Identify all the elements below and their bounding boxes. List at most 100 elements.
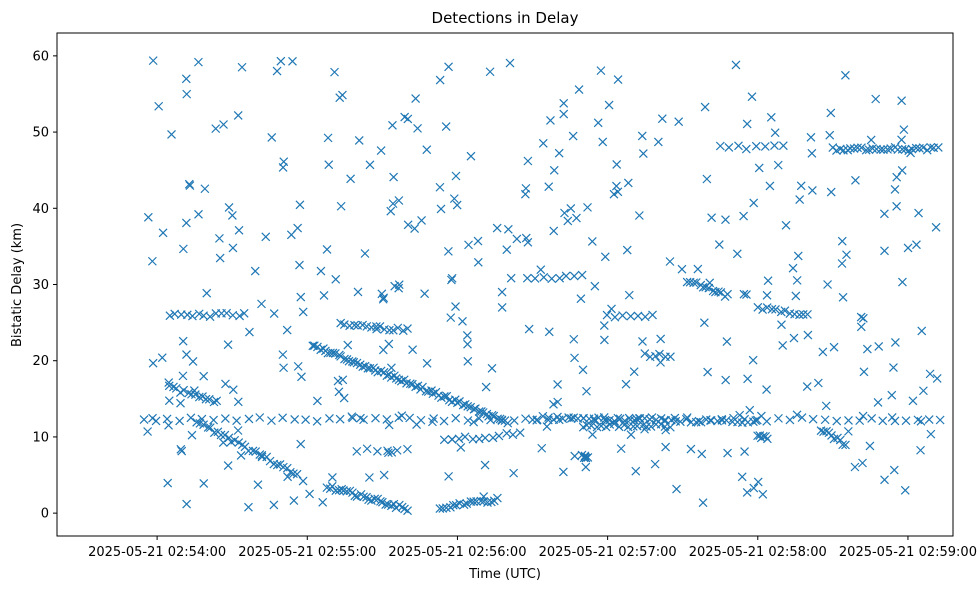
- detection-marker: [298, 476, 308, 486]
- detection-marker: [559, 98, 569, 108]
- detection-marker: [248, 446, 258, 456]
- detection-marker: [391, 374, 401, 383]
- detection-marker: [336, 351, 346, 361]
- detection-marker: [826, 187, 836, 197]
- detection-marker: [887, 413, 897, 422]
- detection-marker: [704, 283, 714, 293]
- detection-marker: [715, 141, 725, 151]
- detection-marker: [323, 133, 333, 143]
- detection-marker: [615, 414, 625, 424]
- detection-marker: [926, 429, 936, 439]
- plot-area-frame: [56, 32, 954, 537]
- detection-marker: [182, 89, 192, 99]
- detection-marker: [707, 213, 717, 223]
- detection-marker: [295, 200, 305, 210]
- detection-marker: [182, 499, 192, 509]
- detection-marker: [463, 416, 473, 425]
- detection-marker: [388, 199, 398, 209]
- detection-marker: [778, 340, 788, 350]
- detection-marker: [714, 287, 723, 297]
- detection-marker: [182, 310, 192, 320]
- detection-marker: [305, 489, 314, 499]
- detection-marker: [748, 355, 758, 365]
- detection-marker: [188, 357, 198, 366]
- detection-marker: [739, 289, 749, 299]
- detection-marker: [570, 353, 579, 363]
- detection-marker: [178, 244, 188, 254]
- detection-marker: [192, 417, 202, 427]
- detection-marker: [177, 446, 187, 456]
- detection-marker: [181, 74, 191, 84]
- detection-marker: [447, 273, 457, 283]
- detection-marker: [656, 357, 665, 367]
- detection-marker: [724, 143, 734, 152]
- detection-marker: [825, 130, 835, 140]
- x-tick-label: 2025-05-21 02:55:00: [238, 545, 376, 560]
- detection-marker: [566, 204, 576, 213]
- detection-marker: [638, 149, 648, 158]
- detection-marker: [296, 292, 306, 302]
- detection-marker: [325, 413, 334, 423]
- detection-marker: [354, 136, 364, 145]
- detection-marker: [353, 287, 363, 297]
- detection-marker: [705, 278, 715, 288]
- y-tick-label: 50: [32, 126, 49, 141]
- detection-marker: [763, 276, 773, 286]
- detection-marker: [203, 423, 213, 432]
- detection-marker: [393, 323, 403, 333]
- detection-marker: [296, 439, 306, 449]
- detection-marker: [232, 416, 242, 426]
- detection-marker: [211, 124, 221, 134]
- detection-marker: [865, 441, 875, 451]
- detection-marker: [293, 361, 303, 371]
- detection-marker: [694, 416, 704, 426]
- detection-marker: [583, 202, 592, 212]
- detection-marker: [279, 363, 289, 373]
- detection-marker: [486, 497, 496, 507]
- detection-marker: [436, 204, 446, 214]
- detection-marker: [587, 237, 597, 246]
- detection-marker: [655, 349, 664, 359]
- detection-marker: [204, 394, 214, 404]
- detection-marker: [228, 385, 238, 395]
- detection-marker: [451, 413, 461, 423]
- detection-marker: [394, 283, 404, 293]
- detection-marker: [492, 493, 502, 503]
- detection-marker: [621, 379, 631, 389]
- detection-marker: [398, 326, 408, 336]
- detection-marker: [439, 416, 449, 426]
- detection-marker: [223, 340, 233, 350]
- detection-marker: [352, 492, 362, 501]
- detection-marker: [656, 419, 666, 429]
- detection-marker: [449, 194, 459, 204]
- detection-marker: [376, 496, 385, 506]
- detection-marker: [218, 438, 228, 448]
- detection-marker: [897, 96, 907, 106]
- detection-marker: [151, 416, 161, 426]
- detection-marker: [376, 366, 386, 376]
- detection-marker: [758, 305, 768, 314]
- detection-marker: [212, 396, 222, 406]
- detection-marker: [924, 415, 934, 424]
- detection-marker: [721, 375, 731, 385]
- detection-marker: [721, 215, 730, 225]
- detection-marker: [672, 484, 681, 494]
- detection-marker: [876, 145, 886, 154]
- detection-marker: [360, 249, 370, 258]
- detection-marker: [873, 398, 883, 407]
- detection-marker: [675, 417, 685, 427]
- detection-marker: [176, 444, 186, 454]
- detection-marker: [874, 342, 884, 351]
- detection-marker: [640, 424, 649, 434]
- detection-marker: [555, 273, 565, 283]
- detection-marker: [524, 324, 534, 334]
- detection-marker: [758, 431, 768, 441]
- detection-marker: [148, 413, 157, 423]
- detection-marker: [233, 397, 243, 407]
- detection-marker: [574, 85, 584, 95]
- detection-marker: [350, 320, 359, 330]
- detection-marker: [436, 393, 446, 403]
- detection-marker: [774, 413, 783, 423]
- x-tick-label: 2025-05-21 02:59:00: [839, 545, 977, 560]
- detection-marker: [143, 427, 153, 436]
